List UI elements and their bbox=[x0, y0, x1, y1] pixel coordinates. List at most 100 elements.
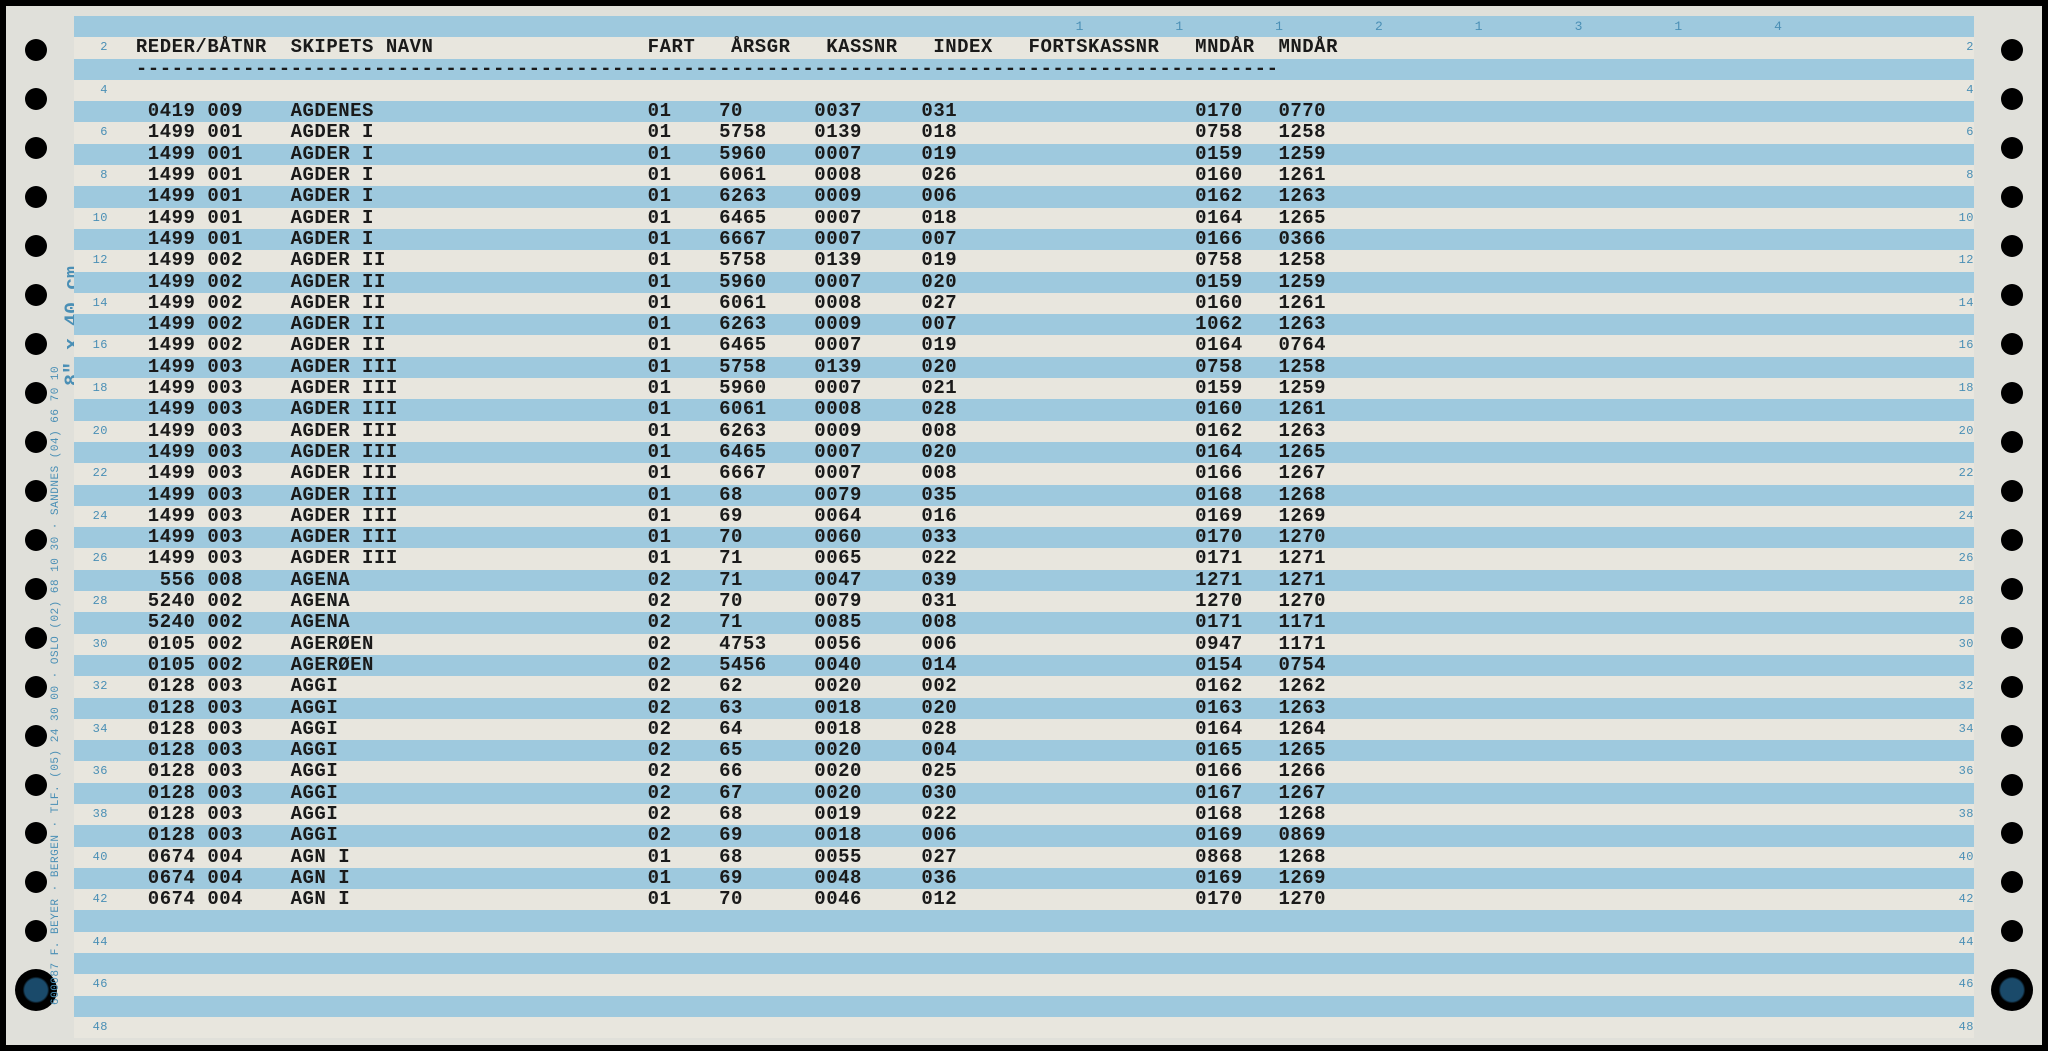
guide-line-number: 30 bbox=[74, 634, 108, 655]
table-row: 0128 003 AGGI 02 65 0020 004 0165 1265 bbox=[74, 740, 1974, 761]
table-row: 48 48 bbox=[74, 1017, 1974, 1038]
guide-line-number: 44 bbox=[74, 932, 108, 953]
table-row: 0128 003 AGGI 02 62 0020 002 0162 126232… bbox=[74, 676, 1974, 697]
guide-line-number: 36 bbox=[1940, 761, 1974, 782]
sprocket-hole-large bbox=[1991, 969, 2033, 1011]
sprocket-hole bbox=[25, 725, 47, 747]
table-row: 556 008 AGENA 02 71 0047 039 1271 1271 bbox=[74, 570, 1974, 591]
sprocket-hole bbox=[2001, 333, 2023, 355]
guide-line-number: 48 bbox=[74, 1017, 108, 1038]
header-line: REDER/BÅTNR SKIPETS NAVN FART ÅRSGR KASS… bbox=[74, 37, 1974, 58]
table-row: 0128 003 AGGI 02 69 0018 006 0169 0869 bbox=[74, 825, 1974, 846]
sprocket-hole bbox=[25, 578, 47, 600]
sprocket-hole bbox=[25, 137, 47, 159]
sprocket-hole bbox=[25, 822, 47, 844]
table-row: 1499 003 AGDER III 01 69 0064 016 0169 1… bbox=[74, 506, 1974, 527]
sprocket-hole bbox=[2001, 480, 2023, 502]
table-row: 1499 002 AGDER II 01 6263 0009 007 1062 … bbox=[74, 314, 1974, 335]
guide-line-number: 16 bbox=[1940, 335, 1974, 356]
table-row: 5240 002 AGENA 02 71 0085 008 0171 1171 bbox=[74, 612, 1974, 633]
guide-line-number: 32 bbox=[1940, 676, 1974, 697]
sprocket-hole bbox=[2001, 284, 2023, 306]
sprocket-hole bbox=[25, 480, 47, 502]
sprocket-hole bbox=[25, 235, 47, 257]
table-row: 1499 001 AGDER I 01 6465 0007 018 0164 1… bbox=[74, 208, 1974, 229]
guide-line-number: 8 bbox=[1940, 165, 1974, 186]
table-row: 0419 009 AGDENES 01 70 0037 031 0170 077… bbox=[74, 101, 1974, 122]
guide-line-number: 40 bbox=[1940, 847, 1974, 868]
guide-line-number: 32 bbox=[74, 676, 108, 697]
guide-line-number: 46 bbox=[1940, 974, 1974, 995]
guide-line-number: 6 bbox=[1940, 122, 1974, 143]
guide-line-number: 22 bbox=[74, 463, 108, 484]
table-row: 0128 003 AGGI 02 68 0019 022 0168 126838… bbox=[74, 804, 1974, 825]
table-row: 1499 001 AGDER I 01 6263 0009 006 0162 1… bbox=[74, 186, 1974, 207]
table-row: 1499 003 AGDER III 01 70 0060 033 0170 1… bbox=[74, 527, 1974, 548]
guide-line-number: 14 bbox=[74, 293, 108, 314]
guide-line-number: 40 bbox=[74, 847, 108, 868]
sprocket-hole bbox=[2001, 382, 2023, 404]
table-row: 0128 003 AGGI 02 66 0020 025 0166 126636… bbox=[74, 761, 1974, 782]
table-row: 0674 004 AGN I 01 68 0055 027 0868 12684… bbox=[74, 847, 1974, 868]
table-row: 0105 002 AGERØEN 02 5456 0040 014 0154 0… bbox=[74, 655, 1974, 676]
table-row: 1499 003 AGDER III 01 6061 0008 028 0160… bbox=[74, 399, 1974, 420]
table-row: 1499 002 AGDER II 01 5960 0007 020 0159 … bbox=[74, 272, 1974, 293]
guide-line-number: 2 bbox=[1940, 37, 1974, 58]
guide-line-number: 20 bbox=[1940, 421, 1974, 442]
guide-line-number: 4 bbox=[1940, 80, 1974, 101]
guide-line-number: 24 bbox=[74, 506, 108, 527]
table-row: 1499 001 AGDER I 01 6061 0008 026 0160 1… bbox=[74, 165, 1974, 186]
table-row bbox=[74, 910, 1974, 931]
guide-line-number: 10 bbox=[74, 208, 108, 229]
guide-line-number: 10 bbox=[1940, 208, 1974, 229]
sprocket-hole bbox=[25, 676, 47, 698]
table-row: 0674 004 AGN I 01 69 0048 036 0169 1269 bbox=[74, 868, 1974, 889]
sprocket-hole bbox=[25, 529, 47, 551]
sprocket-holes-right bbox=[1982, 6, 2042, 1045]
sprocket-hole bbox=[2001, 137, 2023, 159]
table-row: 1499 003 AGDER III 01 6465 0007 020 0164… bbox=[74, 442, 1974, 463]
sprocket-hole bbox=[2001, 676, 2023, 698]
guide-line-number: 26 bbox=[1940, 548, 1974, 569]
guide-line-number: 36 bbox=[74, 761, 108, 782]
paper-manufacturer-text: 600087 F. BEYER · BERGEN · TLF. (05) 24 … bbox=[50, 366, 62, 1005]
table-row: 0128 003 AGGI 02 63 0018 020 0163 1263 bbox=[74, 698, 1974, 719]
guide-line-number: 2 bbox=[74, 37, 108, 58]
table-row bbox=[74, 996, 1974, 1017]
sprocket-hole bbox=[2001, 186, 2023, 208]
sprocket-hole bbox=[25, 431, 47, 453]
guide-line-number: 42 bbox=[1940, 889, 1974, 910]
sprocket-hole bbox=[2001, 774, 2023, 796]
table-row: 5240 002 AGENA 02 70 0079 031 1270 12702… bbox=[74, 591, 1974, 612]
table-row: 1499 003 AGDER III 01 5758 0139 020 0758… bbox=[74, 357, 1974, 378]
guide-line-number: 38 bbox=[74, 804, 108, 825]
guide-line-number: 28 bbox=[74, 591, 108, 612]
sprocket-hole bbox=[2001, 871, 2023, 893]
guide-column-numbers: 11121314 bbox=[1076, 16, 1874, 37]
sprocket-hole bbox=[2001, 39, 2023, 61]
table-row: 1499 003 AGDER III 01 71 0065 022 0171 1… bbox=[74, 548, 1974, 569]
guide-line-number: 44 bbox=[1940, 932, 1974, 953]
guide-line-number: 16 bbox=[74, 335, 108, 356]
table-row: 0128 003 AGGI 02 67 0020 030 0167 1267 bbox=[74, 783, 1974, 804]
printout-content: 11121314 REDER/BÅTNR SKIPETS NAVN FART Å… bbox=[74, 6, 1974, 1045]
header-line: 11121314 bbox=[74, 16, 1974, 37]
guide-line-number: 34 bbox=[74, 719, 108, 740]
table-row: 1499 002 AGDER II 01 6061 0008 027 0160 … bbox=[74, 293, 1974, 314]
sprocket-hole bbox=[25, 186, 47, 208]
guide-line-number: 12 bbox=[1940, 250, 1974, 271]
table-row: 4646 bbox=[74, 974, 1974, 995]
sprocket-hole bbox=[25, 774, 47, 796]
table-row: 1499 003 AGDER III 01 6263 0009 008 0162… bbox=[74, 421, 1974, 442]
guide-line-number: 4 bbox=[74, 80, 108, 101]
guide-line-number: 12 bbox=[74, 250, 108, 271]
table-row: 0128 003 AGGI 02 64 0018 028 0164 126434… bbox=[74, 719, 1974, 740]
table-row: 0105 002 AGERØEN 02 4753 0056 006 0947 1… bbox=[74, 634, 1974, 655]
guide-line-number: 48 bbox=[1940, 1017, 1974, 1038]
sprocket-hole bbox=[25, 920, 47, 942]
table-row: 1499 001 AGDER I 01 6667 0007 007 0166 0… bbox=[74, 229, 1974, 250]
guide-line-number: 18 bbox=[74, 378, 108, 399]
sprocket-hole bbox=[2001, 578, 2023, 600]
table-row: 1499 002 AGDER II 01 6465 0007 019 0164 … bbox=[74, 335, 1974, 356]
table-row: 1499 003 AGDER III 01 68 0079 035 0168 1… bbox=[74, 485, 1974, 506]
